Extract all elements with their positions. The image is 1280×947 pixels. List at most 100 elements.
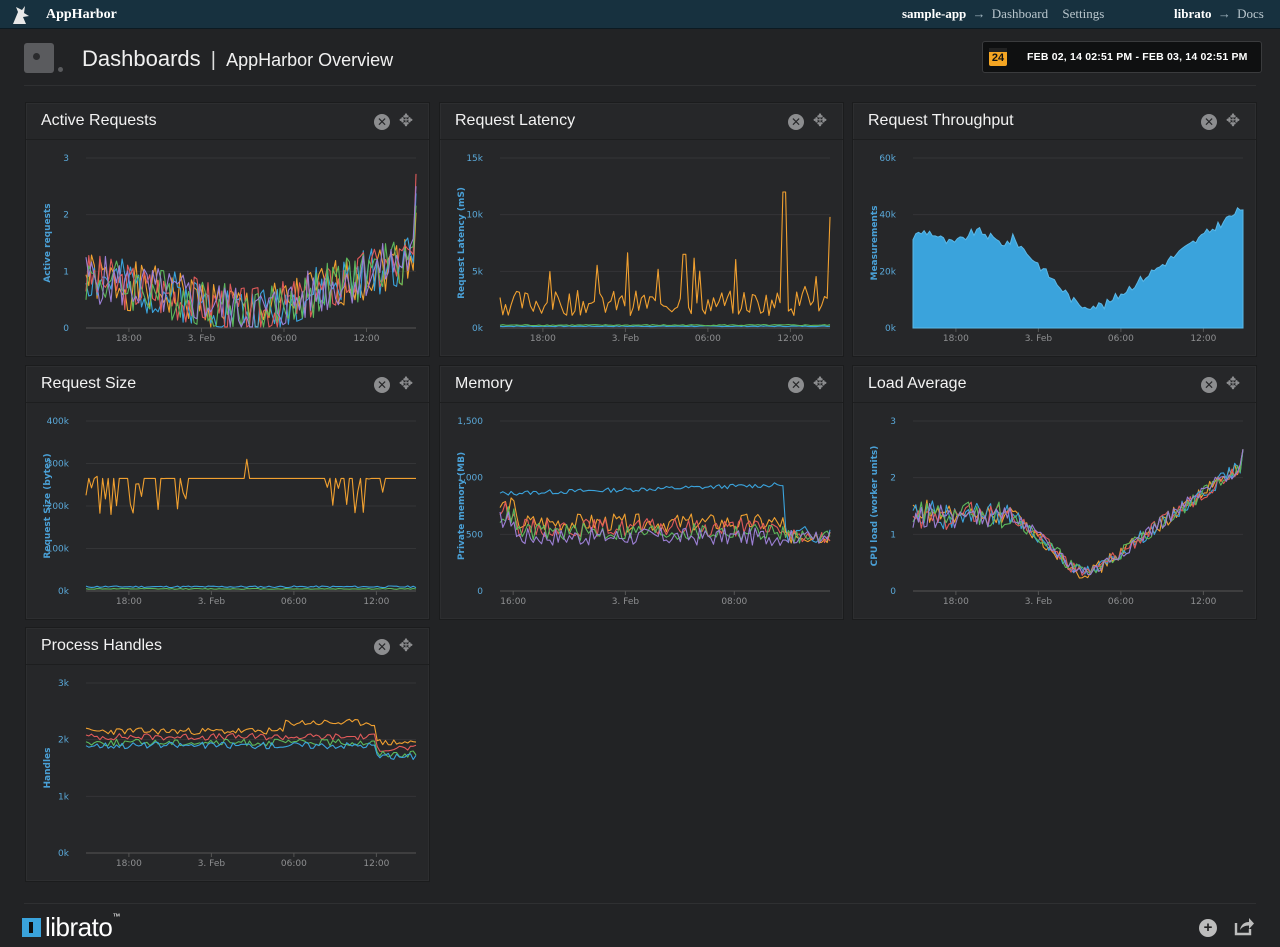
series-line-1[interactable] xyxy=(499,325,831,328)
move-icon[interactable]: ✥ xyxy=(812,374,828,393)
y-tick-label: 1,500 xyxy=(457,417,483,427)
move-icon[interactable]: ✥ xyxy=(398,636,414,655)
y-tick-label: 200k xyxy=(47,502,70,512)
close-icon[interactable]: ✕ xyxy=(1201,114,1217,130)
series-line-4[interactable] xyxy=(85,186,417,328)
series-line-1[interactable] xyxy=(85,585,417,589)
x-tick-label: 3. Feb xyxy=(1025,597,1053,607)
close-icon[interactable]: ✕ xyxy=(374,639,390,655)
librato-wordmark: librato™ xyxy=(45,912,120,942)
chart-panel-request-size: Request Size ✕ ✥ 0k 100k 200k 300k 400k 18:00… xyxy=(25,365,430,620)
y-tick-label: 100k xyxy=(47,545,70,555)
x-tick-label: 12:00 xyxy=(363,859,389,869)
x-tick-label: 06:00 xyxy=(1108,597,1134,607)
chart-load-average: 0 1 2 3 18:00 3. Feb 06:00 12:00 CPU load (worke… xyxy=(870,417,1244,607)
x-tick-label: 06:00 xyxy=(281,597,307,607)
y-tick-label: 2k xyxy=(58,736,70,746)
date-range-picker[interactable]: 24 FEB 02, 14 02:51 PM - FEB 03, 14 02:5… xyxy=(982,41,1262,73)
y-tick-label: 0k xyxy=(58,849,70,859)
page-title-text: Dashboards xyxy=(82,46,201,71)
series-line-4[interactable] xyxy=(499,511,831,547)
series-line-4[interactable] xyxy=(912,449,1244,576)
series-line-1[interactable] xyxy=(912,449,1244,575)
panel-divider xyxy=(440,139,843,140)
y-tick-label: 20k xyxy=(879,267,896,277)
series-line-3[interactable] xyxy=(912,449,1244,575)
series-line-3[interactable] xyxy=(499,506,831,544)
y-tick-label: 1,000 xyxy=(457,474,483,484)
x-tick-label: 08:00 xyxy=(721,597,747,607)
x-tick-label: 06:00 xyxy=(1108,334,1134,344)
y-tick-label: 3k xyxy=(58,679,70,689)
y-axis-label: Handles xyxy=(43,747,53,788)
footer-divider xyxy=(24,903,1256,904)
chart-active-requests: 0 1 2 3 18:00 3. Feb 06:00 12:00 Active requests xyxy=(43,154,417,344)
y-tick-label: 500 xyxy=(466,530,483,540)
x-tick-label: 12:00 xyxy=(1190,334,1216,344)
chart-panel-request-throughput: Request Throughput ✕ ✥ 0k 20k 40k 60k 18:00 3… xyxy=(852,102,1257,357)
close-icon[interactable]: ✕ xyxy=(374,377,390,393)
chart-panel-load-average: Load Average ✕ ✥ 0 1 2 3 18:00 3. Feb 06:00 12:… xyxy=(852,365,1257,620)
series-line-2[interactable] xyxy=(499,324,831,327)
share-icon[interactable] xyxy=(1233,915,1255,937)
series-line-2[interactable] xyxy=(85,173,417,328)
x-tick-label: 3. Feb xyxy=(1025,334,1053,344)
series-line-0[interactable] xyxy=(85,458,416,515)
y-tick-label: 3 xyxy=(890,417,896,427)
panel-divider xyxy=(26,664,429,665)
settings-link[interactable]: Settings xyxy=(1062,6,1105,21)
docs-link[interactable]: Docs xyxy=(1237,6,1264,21)
move-icon[interactable]: ✥ xyxy=(1225,374,1241,393)
brand[interactable]: AppHarbor xyxy=(10,4,117,26)
series-line-1[interactable] xyxy=(499,497,831,544)
y-axis-label: Request Latency (mS) xyxy=(457,187,467,299)
close-icon[interactable]: ✕ xyxy=(788,114,804,130)
x-tick-label: 12:00 xyxy=(363,597,389,607)
y-tick-label: 400k xyxy=(47,417,70,427)
x-tick-label: 12:00 xyxy=(1190,597,1216,607)
dashboard-icon[interactable] xyxy=(24,43,63,73)
series-line-2[interactable] xyxy=(85,738,417,758)
close-icon[interactable]: ✕ xyxy=(1201,377,1217,393)
series-line-3[interactable] xyxy=(85,741,417,761)
panel-title: Request Latency xyxy=(455,112,576,129)
addon-name[interactable]: librato xyxy=(1174,6,1212,21)
dashboard-link[interactable]: Dashboard xyxy=(991,6,1049,21)
panel-title: Active Requests xyxy=(41,112,157,129)
panel-divider xyxy=(853,139,1256,140)
panel-title: Request Size xyxy=(41,375,137,392)
panel-title: Request Throughput xyxy=(868,112,1014,129)
x-tick-label: 18:00 xyxy=(116,334,142,344)
arrow-icon: → xyxy=(972,6,986,21)
series-line-2[interactable] xyxy=(912,449,1244,576)
page-title: Dashboards | AppHarbor Overview xyxy=(82,46,393,72)
chart-memory: 0 500 1,000 1,500 16:00 3. Feb 08:00 Private me… xyxy=(457,417,831,607)
date-range-text: FEB 02, 14 02:51 PM - FEB 03, 14 02:51 P… xyxy=(1027,51,1248,63)
x-tick-label: 3. Feb xyxy=(188,334,216,344)
y-tick-label: 2 xyxy=(63,211,69,221)
move-icon[interactable]: ✥ xyxy=(398,374,414,393)
series-line-0[interactable] xyxy=(499,191,831,317)
series-line-0[interactable] xyxy=(499,482,831,544)
move-icon[interactable]: ✥ xyxy=(1225,111,1241,130)
close-icon[interactable]: ✕ xyxy=(788,377,804,393)
chart-request-throughput: 0k 20k 40k 60k 18:00 3. Feb 06:00 12:00 Measurem… xyxy=(870,154,1244,344)
y-tick-label: 1 xyxy=(890,530,896,540)
area-series[interactable] xyxy=(912,206,1244,329)
add-icon[interactable]: + xyxy=(1199,919,1217,937)
chart-panel-process-handles: Process Handles ✕ ✥ 0k 1k 2k 3k 18:00 3. Feb 0… xyxy=(25,627,430,882)
close-icon[interactable]: ✕ xyxy=(374,114,390,130)
series-line-0[interactable] xyxy=(85,718,417,746)
librato-logo[interactable]: librato™ xyxy=(22,912,120,943)
y-axis-label: Request Size (bytes) xyxy=(43,453,53,558)
move-icon[interactable]: ✥ xyxy=(812,111,828,130)
series-line-1[interactable] xyxy=(85,732,417,752)
y-tick-label: 15k xyxy=(466,154,483,164)
series-line-2[interactable] xyxy=(85,587,417,590)
app-name-link[interactable]: sample-app xyxy=(902,6,967,21)
y-tick-label: 0k xyxy=(885,324,897,334)
panel-title: Process Handles xyxy=(41,637,162,654)
x-tick-label: 06:00 xyxy=(271,334,297,344)
y-tick-label: 300k xyxy=(47,460,70,470)
move-icon[interactable]: ✥ xyxy=(398,111,414,130)
